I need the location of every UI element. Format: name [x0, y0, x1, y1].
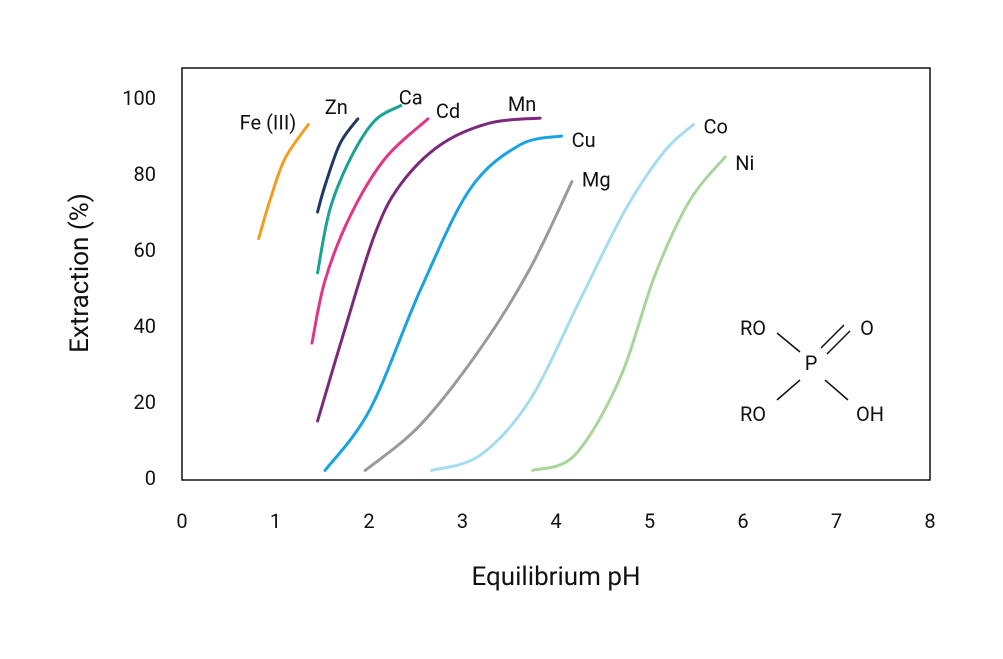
y-axis-title: Extraction (%) — [65, 193, 95, 353]
series-line — [323, 134, 564, 472]
series-label: Ni — [735, 151, 754, 175]
structure: RO O P RO OH — [740, 316, 884, 426]
series-line — [310, 117, 430, 345]
series-label: Zn — [325, 95, 348, 119]
x-tick-label: 8 — [924, 509, 935, 533]
x-tick-label: 1 — [270, 509, 281, 533]
structure-label: OH — [856, 402, 884, 426]
x-axis-title: Equilibrium pH — [471, 562, 640, 592]
y-tick-label: 40 — [134, 314, 156, 338]
series-line — [363, 180, 574, 472]
bond — [824, 379, 849, 401]
x-tick-label: 3 — [457, 509, 468, 533]
structure-label: O — [860, 316, 874, 340]
x-tick-label: 6 — [737, 509, 748, 533]
series-label: Ca — [399, 86, 423, 110]
series-label: Mg — [582, 168, 611, 192]
series-label: Co — [703, 115, 727, 139]
series-line — [430, 123, 695, 472]
bond — [776, 379, 801, 401]
bond — [820, 324, 845, 349]
y-tick-label: 0 — [145, 466, 156, 490]
x-tick-label: 5 — [644, 509, 655, 533]
series-line — [316, 104, 403, 275]
x-tick-label: 2 — [363, 509, 374, 533]
plot-frame — [181, 67, 931, 481]
y-tick-label: 80 — [134, 162, 156, 186]
bond — [776, 332, 801, 353]
series-label: Mn — [508, 92, 537, 116]
structure-label: RO — [740, 402, 766, 426]
series-line — [316, 116, 542, 423]
structure-label: P — [805, 351, 818, 375]
x-tick-label: 7 — [831, 509, 842, 533]
y-tick-label: 60 — [134, 238, 156, 262]
x-tick-label: 4 — [550, 509, 561, 533]
series-label: Cd — [436, 99, 460, 123]
y-tick-label: 20 — [134, 390, 156, 414]
x-tick-label: 0 — [176, 509, 187, 533]
series-line — [316, 117, 360, 214]
series-line — [531, 155, 727, 472]
bond — [826, 330, 851, 355]
series-line — [257, 123, 310, 241]
structure-label: RO — [740, 316, 766, 340]
y-tick-label: 100 — [122, 86, 156, 110]
series-label: Fe (III) — [240, 111, 297, 135]
series-label: Cu — [572, 128, 596, 152]
